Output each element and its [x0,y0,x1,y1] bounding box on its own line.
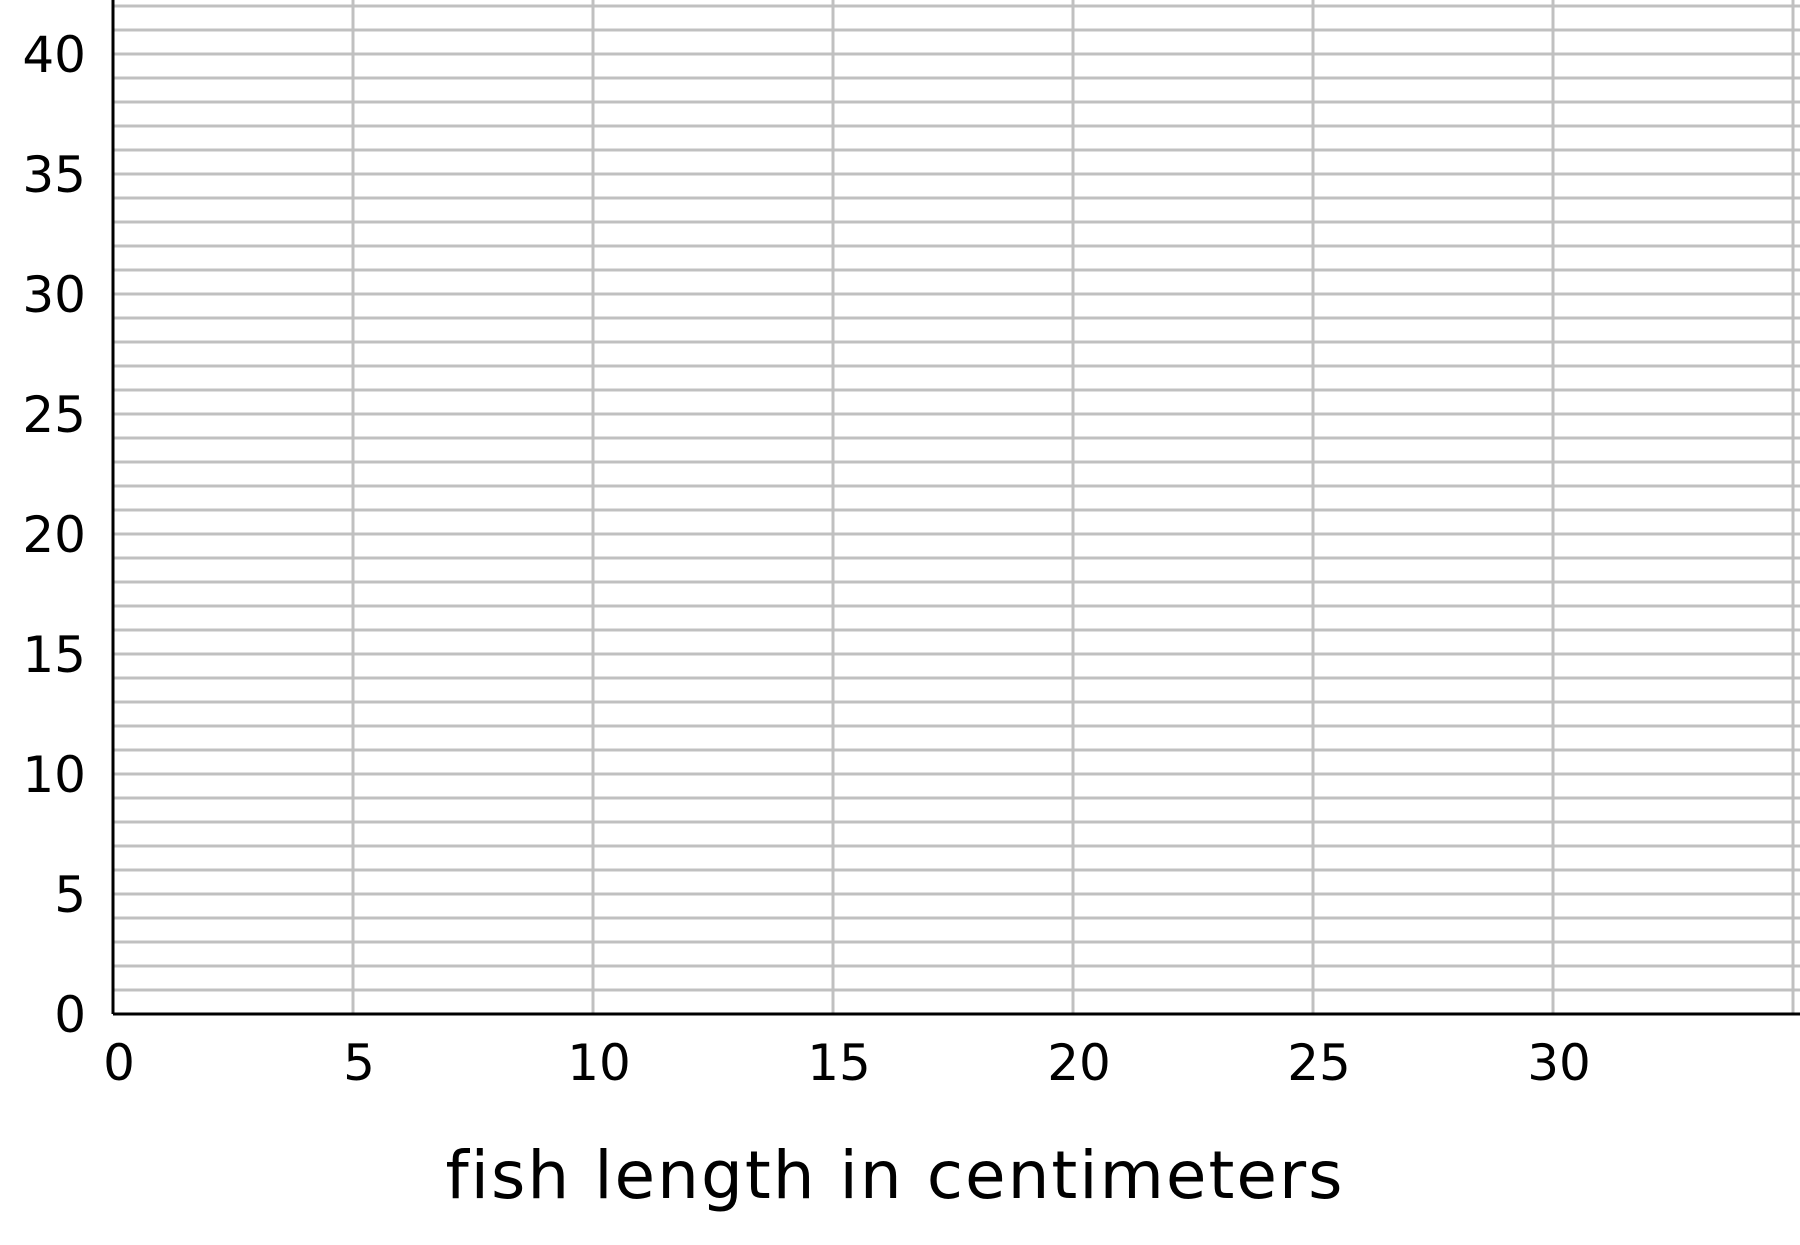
y-tick-label: 25 [22,386,86,444]
grid [113,0,1800,1014]
x-tick-label: 15 [807,1034,871,1092]
y-tick-label: 20 [22,506,86,564]
x-tick-label: 25 [1287,1034,1351,1092]
tick-labels: 0 5 10 15 20 25 30 0 5 10 15 20 25 30 35 40 [22,26,1590,1092]
y-tick-label: 5 [54,866,86,924]
y-tick-label: 0 [54,986,86,1044]
x-tick-label: 30 [1527,1034,1591,1092]
y-tick-label: 30 [22,266,86,324]
x-tick-label: 0 [103,1034,135,1092]
x-tick-label: 20 [1047,1034,1111,1092]
y-tick-label: 35 [22,146,86,204]
y-tick-label: 10 [22,746,86,804]
x-tick-label: 5 [343,1034,375,1092]
y-tick-label: 40 [22,26,86,84]
y-tick-label: 15 [22,626,86,684]
x-tick-label: 10 [567,1034,631,1092]
axes [111,0,1800,1016]
x-axis-label: fish length in centimeters [445,1137,1344,1214]
